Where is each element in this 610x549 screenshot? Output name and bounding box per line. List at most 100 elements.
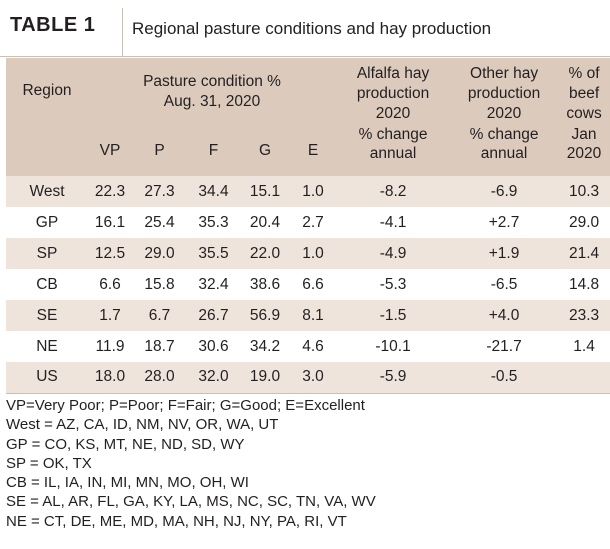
cell-beef: 10.3: [568, 182, 600, 200]
header-other-line3: 2020: [486, 105, 522, 122]
table-row: US 18.0 28.0 32.0 19.0 3.0 -5.9 -0.5: [6, 362, 610, 393]
cell-p: 28.0: [144, 368, 175, 386]
header-other: Other hay production 2020: [450, 58, 558, 124]
cell-e: 3.0: [302, 368, 324, 386]
table-row: GP 16.1 25.4 35.3 20.4 2.7 -4.1 +2.7 29.…: [6, 207, 610, 238]
cell-other: +1.9: [488, 244, 520, 262]
cell-region: CB: [36, 275, 58, 293]
header-alfalfa: Alfalfa hay production 2020: [336, 58, 450, 124]
footnote-sp: SP = OK, TX: [6, 454, 92, 472]
cell-vp: 18.0: [94, 368, 126, 386]
header-beef-line1: % of: [568, 65, 600, 82]
cell-region: NE: [36, 337, 58, 355]
cell-region: GP: [35, 213, 59, 231]
cell-alfalfa: -4.9: [379, 244, 407, 262]
table-row: SE 1.7 6.7 26.7 56.9 8.1 -1.5 +4.0 23.3: [6, 300, 610, 331]
header-other-unit: % change annual: [450, 124, 558, 176]
cell-f: 35.3: [198, 213, 229, 231]
cell-alfalfa: -8.2: [379, 182, 407, 200]
cell-e: 2.7: [302, 213, 324, 231]
header-alfalfa-unit: % change annual: [336, 124, 450, 176]
cell-beef: [558, 362, 610, 393]
header-alfalfa-unit2: annual: [369, 145, 417, 162]
table-row: CB 6.6 15.8 32.4 38.6 6.6 -5.3 -6.5 14.8: [6, 269, 610, 300]
cell-e: 1.0: [302, 182, 324, 200]
cell-vp: 22.3: [94, 182, 126, 200]
cell-g: 22.0: [249, 244, 281, 262]
table-title: Regional pasture conditions and hay prod…: [132, 19, 492, 38]
cell-f: 30.6: [198, 337, 229, 355]
header-alfalfa-unit1: % change: [358, 126, 428, 143]
table-footnotes: VP=Very Poor; P=Poor; F=Fair; G=Good; E=…: [6, 396, 376, 531]
header-g: G: [258, 142, 272, 159]
cell-other: -6.9: [490, 182, 518, 200]
cell-beef: 29.0: [568, 213, 600, 231]
cell-p: 6.7: [148, 306, 171, 324]
footnote-gp: GP = CO, KS, MT, NE, ND, SD, WY: [6, 435, 245, 453]
cell-other: -0.5: [490, 368, 518, 386]
header-pasture-line1: Pasture condition %: [143, 73, 281, 90]
footnote-cb: CB = IL, IA, IN, MI, MN, MO, OH, WI: [6, 474, 249, 492]
header-other-line1: Other hay: [470, 65, 539, 82]
cell-beef: 23.3: [568, 306, 600, 324]
header-beef-unit2: 2020: [566, 145, 602, 162]
header-row-titles: Region Pasture condition % Aug. 31, 2020…: [6, 58, 610, 124]
cell-e: 6.6: [302, 275, 324, 293]
cell-g: 20.4: [249, 213, 281, 231]
data-table: Region Pasture condition % Aug. 31, 2020…: [6, 58, 610, 394]
footnote-se: SE = AL, AR, FL, GA, KY, LA, MS, NC, SC,…: [6, 493, 376, 511]
cell-other: +4.0: [488, 306, 520, 324]
table-label: TABLE 1: [10, 14, 96, 36]
header-f: F: [208, 142, 219, 159]
footnote-legend: VP=Very Poor; P=Poor; F=Fair; G=Good; E=…: [6, 397, 365, 414]
header-region: Region: [6, 58, 88, 124]
cell-other: +2.7: [488, 213, 520, 231]
cell-p: 27.3: [144, 182, 175, 200]
cell-f: 26.7: [198, 306, 229, 324]
cell-e: 4.6: [302, 337, 324, 355]
footnote-ne: NE = CT, DE, ME, MD, MA, NH, NJ, NY, PA,…: [6, 512, 347, 530]
cell-f: 32.0: [198, 368, 229, 386]
cell-g: 38.6: [249, 275, 281, 293]
cell-other: -21.7: [486, 337, 522, 355]
cell-vp: 6.6: [99, 275, 121, 293]
cell-g: 15.1: [249, 182, 281, 200]
cell-vp: 16.1: [94, 213, 126, 231]
header-other-line2: production: [467, 85, 541, 102]
cell-f: 32.4: [198, 275, 229, 293]
header-beef: % of beef cows: [558, 58, 610, 124]
table-title-bar: TABLE 1 Regional pasture conditions and …: [0, 0, 610, 57]
header-other-unit2: annual: [480, 145, 528, 162]
header-alfalfa-line3: 2020: [375, 105, 411, 122]
cell-f: 35.5: [198, 244, 229, 262]
header-vp: VP: [99, 142, 121, 159]
cell-alfalfa: -5.9: [379, 368, 407, 386]
cell-region: US: [36, 368, 58, 386]
cell-f: 34.4: [198, 182, 229, 200]
header-region-spacer: [6, 124, 88, 176]
header-alfalfa-line1: Alfalfa hay: [356, 65, 430, 82]
header-alfalfa-line2: production: [356, 85, 430, 102]
cell-region: SP: [36, 244, 58, 262]
cell-p: 25.4: [144, 213, 175, 231]
cell-p: 18.7: [144, 337, 175, 355]
cell-other: -6.5: [490, 275, 518, 293]
header-other-unit1: % change: [469, 126, 539, 143]
cell-alfalfa: -4.1: [379, 213, 407, 231]
cell-alfalfa: -1.5: [379, 306, 407, 324]
table-body: West 22.3 27.3 34.4 15.1 1.0 -8.2 -6.9 1…: [6, 176, 610, 393]
header-beef-line3: cows: [566, 105, 602, 122]
footnote-west: West = AZ, CA, ID, NM, NV, OR, WA, UT: [6, 416, 279, 434]
cell-beef: 1.4: [573, 337, 595, 355]
header-e: E: [307, 142, 319, 159]
cell-vp: 12.5: [94, 244, 126, 262]
header-beef-line2: beef: [568, 85, 600, 102]
cell-alfalfa: -5.3: [379, 275, 407, 293]
header-beef-unit1: Jan: [571, 126, 597, 143]
cell-region: SE: [36, 306, 58, 324]
title-divider: [122, 8, 123, 56]
cell-vp: 11.9: [95, 337, 125, 355]
cell-p: 29.0: [144, 244, 175, 262]
header-beef-unit: Jan 2020: [558, 124, 610, 176]
